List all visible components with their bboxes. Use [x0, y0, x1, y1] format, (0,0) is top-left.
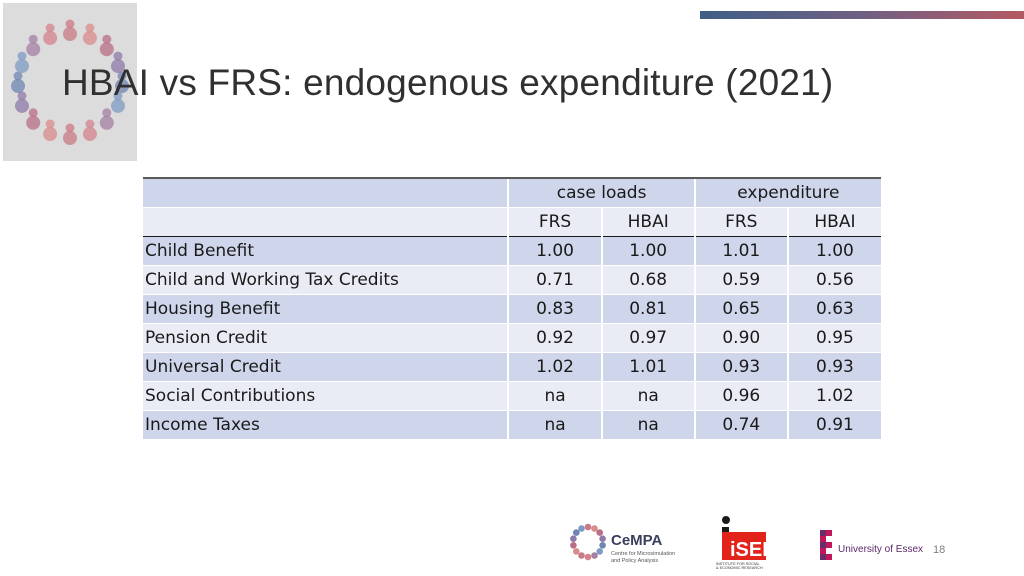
- row-value: 0.74: [693, 409, 788, 439]
- cempa-logo-line2: and Policy Analysis: [611, 558, 658, 564]
- row-value: 0.81: [600, 293, 695, 323]
- row-value: 0.83: [507, 293, 602, 323]
- row-label: Child and Working Tax Credits: [143, 264, 509, 294]
- cempa-logo: CeMPA Centre for Microsimulation and Pol…: [568, 514, 688, 570]
- table-row: Pension Credit 0.92 0.97 0.90 0.95: [143, 322, 881, 352]
- table-row: Income Taxes na na 0.74 0.91: [143, 409, 881, 439]
- table-row: Housing Benefit 0.83 0.81 0.65 0.63: [143, 293, 881, 323]
- row-value: 0.68: [600, 264, 695, 294]
- row-value: 0.65: [693, 293, 788, 323]
- table-subheader-blank: [143, 206, 509, 237]
- iser-logo-line1: INSTITUTE FOR SOCIAL: [716, 562, 760, 566]
- row-value: 0.93: [786, 351, 881, 381]
- row-value: 1.00: [786, 236, 881, 265]
- iser-logo-line2: & ECONOMIC RESEARCH: [716, 566, 763, 570]
- row-label: Child Benefit: [143, 236, 509, 265]
- subheader-frs: FRS: [507, 206, 602, 237]
- row-label: Universal Credit: [143, 351, 509, 381]
- subheader-hbai: HBAI: [786, 206, 881, 237]
- slide-title: HBAI vs FRS: endogenous expenditure (202…: [62, 62, 834, 103]
- comparison-table: case loads expenditure FRS HBAI FRS HBAI…: [143, 177, 881, 439]
- table-subheader-row: FRS HBAI FRS HBAI: [143, 206, 881, 237]
- iser-logo-name: iSER: [730, 539, 773, 561]
- row-value: 0.71: [507, 264, 602, 294]
- row-value: 0.90: [693, 322, 788, 352]
- row-value: 1.01: [600, 351, 695, 381]
- row-value: 0.95: [786, 322, 881, 352]
- table-row: Child Benefit 1.00 1.00 1.01 1.00: [143, 236, 881, 265]
- subheader-frs: FRS: [693, 206, 788, 237]
- row-value: 0.63: [786, 293, 881, 323]
- table-row: Child and Working Tax Credits 0.71 0.68 0.5…: [143, 264, 881, 294]
- row-value: 0.93: [693, 351, 788, 381]
- row-value: 0.59: [693, 264, 788, 294]
- accent-bar: [700, 11, 1024, 19]
- table-row: Universal Credit 1.02 1.01 0.93 0.93: [143, 351, 881, 381]
- row-value: na: [600, 409, 695, 439]
- row-value: 1.01: [693, 236, 788, 265]
- table-row: Social Contributions na na 0.96 1.02: [143, 380, 881, 410]
- page-number: 18: [933, 544, 946, 556]
- group-header-expenditure: expenditure: [693, 177, 881, 207]
- table-corner-cell: [143, 177, 509, 207]
- table-group-header-row: case loads expenditure: [143, 177, 881, 207]
- row-value: na: [507, 409, 602, 439]
- cempa-logo-name: CeMPA: [611, 532, 663, 549]
- row-value: 1.00: [600, 236, 695, 265]
- cempa-people-circle-logo: [3, 3, 137, 161]
- row-value: 0.92: [507, 322, 602, 352]
- row-label: Social Contributions: [143, 380, 509, 410]
- group-header-case-loads: case loads: [507, 177, 695, 207]
- cempa-logo-line1: Centre for Microsimulation: [611, 551, 675, 557]
- row-value: 1.02: [786, 380, 881, 410]
- row-value: na: [600, 380, 695, 410]
- row-label: Housing Benefit: [143, 293, 509, 323]
- row-value: 0.91: [786, 409, 881, 439]
- subheader-hbai: HBAI: [600, 206, 695, 237]
- row-value: 1.00: [507, 236, 602, 265]
- university-of-essex-logo: University of Essex: [818, 514, 926, 570]
- row-value: 1.02: [507, 351, 602, 381]
- essex-logo-name: University of Essex: [838, 544, 923, 555]
- iser-logo: iSER INSTITUTE FOR SOCIAL & ECONOMIC RES…: [713, 514, 773, 570]
- row-value: 0.97: [600, 322, 695, 352]
- row-value: na: [507, 380, 602, 410]
- row-label: Income Taxes: [143, 409, 509, 439]
- row-value: 0.96: [693, 380, 788, 410]
- row-value: 0.56: [786, 264, 881, 294]
- row-label: Pension Credit: [143, 322, 509, 352]
